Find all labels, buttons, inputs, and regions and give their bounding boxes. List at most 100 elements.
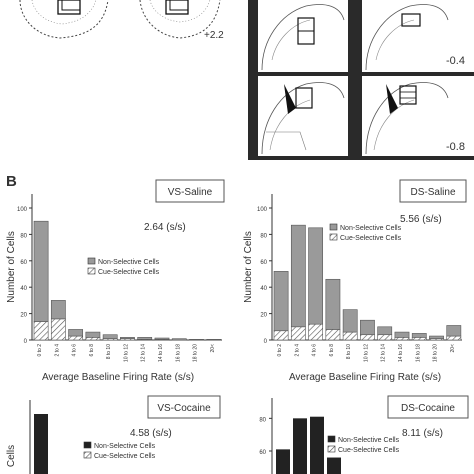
bar-non-selective (342, 309, 358, 333)
bar-cue-selective (68, 335, 84, 341)
atlas-label-3: -0.8 (446, 141, 465, 153)
bar-non-selective (68, 329, 84, 337)
brain-slice-5 (258, 76, 348, 156)
bar-cue-selective (290, 326, 306, 341)
bar-non-selective (120, 337, 135, 339)
x-tick-label: 10 to 12 (363, 344, 369, 362)
bar-cue-selective (33, 321, 49, 341)
x-tick-label: 14 to 16 (398, 344, 404, 362)
chart-vs-cocaine: Cells VS-Cocaine 4.58 (s/s) Non-Selectiv… (6, 395, 221, 474)
bar-cue-selective (50, 318, 66, 341)
x-tick-label: 12 to 14 (381, 344, 387, 362)
x-tick-label: 6 to 8 (89, 344, 95, 357)
bar-non-selective (360, 319, 375, 336)
chart1-legend-label-2: Cue-Selective Cells (98, 269, 160, 276)
bar-non-selective (50, 300, 66, 320)
bar-cue-selective (394, 337, 410, 341)
x-tick-label: 20< (450, 344, 456, 353)
y-tick-label: 60 (259, 450, 266, 456)
chart3-bar-1 (34, 414, 48, 474)
bar-non-selective (310, 416, 324, 474)
bar-cue-selective (411, 337, 427, 341)
x-tick-label: 8 to 10 (346, 344, 352, 360)
y-tick-label: 60 (20, 260, 27, 266)
chart3-legend-label-1: Non-Selective Cells (94, 443, 156, 450)
brain-slice-6: -0.8 (362, 76, 474, 156)
x-tick-label: 8 to 10 (106, 344, 112, 360)
y-tick-label: 20 (20, 313, 27, 319)
bar-cue-selective (325, 329, 341, 341)
atlas-label-1: +2.2 (204, 30, 224, 41)
chart4-legend-label-2: Cue-Selective Cells (338, 447, 400, 454)
chart4-title-box (387, 395, 469, 419)
chart2-legend-label-1: Non-Selective Cells (340, 225, 402, 232)
bar-non-selective (290, 224, 306, 328)
brain-slice-3 (258, 0, 348, 72)
bar-cue-selective (377, 334, 393, 341)
x-tick-label: 18 to 20 (193, 344, 199, 362)
bar-non-selective (273, 271, 289, 332)
chart3-ylabel: Cells (6, 445, 17, 467)
chart1-legend-swatch-1 (87, 257, 96, 265)
chart-ds-saline: 0 20 40 60 80 100 0 to 2 2 to 4 4 to 6 6 to 8 8 t… (243, 179, 467, 383)
atlas-label-2: -0.4 (446, 55, 465, 67)
bar-cue-selective (342, 331, 358, 341)
x-tick-label: 0 to 2 (277, 344, 283, 357)
bar-non-selective (33, 220, 49, 322)
panel-label-b: B (6, 173, 17, 190)
bar-non-selective (137, 337, 153, 340)
y-tick-label: 100 (257, 207, 268, 213)
bar-non-selective (325, 278, 341, 330)
y-tick-label: 60 (260, 260, 267, 266)
chart3-legend-swatch-1 (83, 441, 92, 449)
x-tick-label: 6 to 8 (329, 344, 335, 357)
chart4-legend-swatch-1 (327, 435, 336, 443)
chart3-legend-swatch-2 (83, 451, 92, 459)
y-tick-label: 20 (260, 313, 267, 319)
chart1-xlabel: Average Baseline Firing Rate (s/s) (42, 372, 194, 383)
chart2-title: DS-Saline (410, 187, 455, 198)
x-tick-label: 10 to 12 (123, 344, 129, 362)
y-tick-label: 0 (264, 339, 268, 345)
chart2-xlabel: Average Baseline Firing Rate (s/s) (289, 372, 441, 383)
x-tick-label: 4 to 6 (312, 344, 318, 357)
atlas-section: +2.2 -0.4 (19, 0, 474, 160)
bar-cue-selective (360, 334, 375, 341)
y-tick-label: 40 (20, 286, 27, 292)
chart2-legend-label-2: Cue-Selective Cells (340, 235, 402, 242)
y-tick-label: 0 (24, 339, 28, 345)
chart1-ylabel: Number of Cells (6, 231, 17, 303)
bar-non-selective (154, 337, 170, 340)
chart1-title-box (155, 179, 225, 203)
bar-non-selective (446, 325, 462, 337)
y-tick-label: 100 (17, 207, 28, 213)
bar-cue-selective (308, 323, 324, 341)
y-tick-label: 80 (259, 417, 266, 423)
chart2-legend-swatch-1 (329, 223, 338, 231)
y-tick-label: 80 (260, 233, 267, 239)
chart4-rate: 8.11 (s/s) (402, 428, 443, 439)
bar-non-selective (377, 326, 393, 336)
bar-non-selective (189, 339, 204, 341)
bar-non-selective (85, 331, 101, 338)
brain-slice-4: -0.4 (362, 0, 474, 72)
chart3-title-box (147, 395, 221, 419)
y-tick-label: 80 (20, 233, 27, 239)
chart3-title: VS-Cocaine (157, 403, 211, 414)
x-tick-label: 2 to 4 (294, 344, 300, 357)
x-tick-label: 16 to 18 (415, 344, 421, 362)
chart2-ylabel: Number of Cells (243, 231, 254, 303)
bar-non-selective (429, 335, 444, 339)
chart2-legend-swatch-2 (329, 233, 338, 241)
x-tick-label: 4 to 6 (72, 344, 78, 357)
bar-cue-selective (85, 337, 101, 341)
chart2-rate: 5.56 (s/s) (400, 214, 442, 225)
bar-non-selective (276, 449, 290, 474)
x-tick-label: 0 to 2 (37, 344, 43, 357)
chart-vs-saline: 0 20 40 60 80 100 0 to 2 2 to 4 4 to 6 6 to 8 8 t… (6, 179, 225, 383)
chart3-rate: 4.58 (s/s) (130, 428, 172, 439)
chart3-legend-label-2: Cue-Selective Cells (94, 453, 156, 460)
brain-slice-1 (19, 0, 109, 39)
chart4-title: DS-Cocaine (401, 403, 455, 414)
chart4-legend-swatch-2 (327, 445, 336, 453)
